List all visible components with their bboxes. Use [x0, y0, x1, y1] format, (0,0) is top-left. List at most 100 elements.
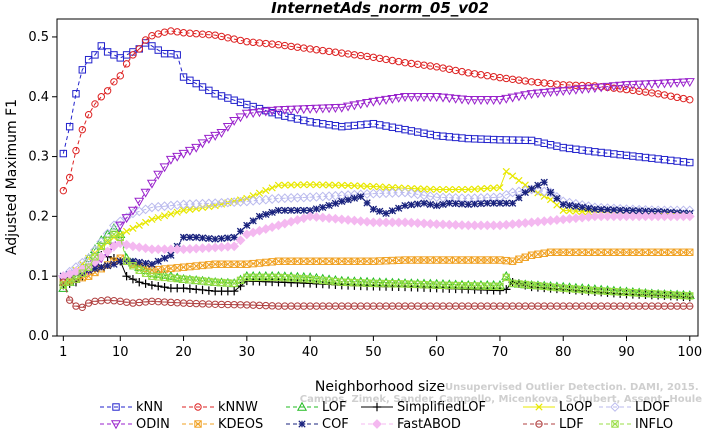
data-point-cof: [515, 194, 523, 202]
data-point-ldf: [648, 302, 656, 310]
data-point-knnw: [72, 146, 80, 155]
data-point-fastabod: [634, 211, 645, 222]
data-point-ldf: [546, 302, 555, 310]
data-point-ldf: [236, 301, 245, 309]
data-point-ldf: [135, 298, 143, 307]
legend-item-fastabod: FastABOD: [361, 417, 461, 432]
data-point-loop: [103, 238, 112, 247]
data-point-knnw: [103, 87, 112, 95]
data-point-ldf: [110, 297, 118, 305]
data-point-knnw: [135, 45, 143, 53]
data-point-fastabod: [482, 220, 493, 231]
data-point-loop: [515, 176, 523, 185]
data-point-cof: [565, 201, 574, 210]
data-point-simplifiedlof: [141, 279, 150, 288]
data-point-ldf: [622, 302, 631, 310]
data-point-fastabod: [134, 242, 145, 253]
legend-swatch-marker: [535, 403, 543, 411]
data-point-cof: [648, 207, 656, 216]
data-point-odin: [539, 88, 550, 98]
data-point-fastabod: [463, 220, 474, 231]
data-point-odin: [317, 104, 328, 114]
data-point-fastabod: [659, 211, 670, 222]
y-axis-label: Adjusted Maximum F1: [4, 99, 20, 255]
legend-swatch-marker: [535, 420, 543, 428]
data-point-loop: [521, 181, 529, 189]
data-point-ldf: [464, 302, 473, 310]
data-point-ldof: [539, 186, 550, 197]
data-point-loop: [559, 206, 567, 215]
data-point-ldf: [445, 302, 454, 310]
data-point-odin: [115, 221, 126, 231]
legend-swatch-marker: [112, 403, 120, 411]
data-point-cof: [167, 251, 175, 259]
data-point-ldf: [331, 302, 340, 310]
data-point-odin: [146, 179, 157, 189]
series-line-loop: [62, 170, 690, 283]
data-point-simplifiedlof: [122, 271, 131, 281]
data-point-loop: [483, 184, 491, 193]
data-point-ldf: [84, 299, 93, 307]
data-point-odin: [406, 93, 417, 102]
data-point-ldf: [160, 298, 169, 306]
data-point-ldf: [565, 302, 574, 310]
data-point-cof: [401, 201, 409, 210]
data-point-cof: [426, 200, 434, 209]
data-point-loop: [268, 184, 276, 192]
legend-label: LOF: [322, 400, 347, 415]
data-point-cof: [103, 262, 112, 270]
data-point-inflo: [72, 275, 80, 283]
data-point-odin: [570, 85, 581, 95]
legend-label: kNNW: [218, 400, 258, 415]
data-point-ldf: [610, 302, 618, 310]
data-point-odin: [362, 99, 373, 108]
data-point-odin: [513, 92, 524, 102]
legend-swatch-marker: [298, 420, 306, 428]
x-tick-label: 60: [428, 345, 445, 360]
x-tick-label: 80: [555, 345, 572, 360]
data-point-cof: [420, 199, 428, 207]
data-point-cof: [179, 233, 188, 241]
data-point-fastabod: [393, 217, 404, 228]
data-point-cof: [477, 199, 485, 208]
data-point-ldf: [407, 302, 416, 310]
data-point-cof: [160, 254, 169, 262]
data-point-cof: [382, 209, 390, 218]
y-tick-label: 0.1: [28, 269, 49, 284]
legend-label: LDOF: [635, 400, 670, 415]
data-point-knn: [97, 42, 105, 50]
legend-item-loop: LoOP: [523, 400, 592, 415]
data-point-odin: [216, 128, 227, 138]
data-point-odin: [330, 104, 341, 113]
data-point-cof: [546, 188, 555, 197]
data-point-ldf: [527, 302, 536, 310]
data-point-odin: [437, 93, 449, 103]
data-point-cof: [369, 205, 378, 213]
data-point-ldf: [496, 302, 504, 310]
data-point-ldf: [141, 298, 150, 306]
data-point-ldf: [508, 302, 517, 310]
data-point-inflo: [84, 263, 93, 271]
data-point-knn: [65, 122, 74, 131]
data-point-odin: [241, 109, 252, 119]
data-point-cof: [597, 205, 605, 214]
legend-swatch-marker: [194, 403, 202, 411]
data-point-cof: [534, 181, 542, 189]
x-tick-label: 10: [112, 345, 129, 360]
data-point-cof: [198, 234, 207, 242]
data-point-ldf: [205, 300, 213, 308]
data-point-odin: [583, 84, 594, 94]
data-point-cof: [338, 197, 346, 206]
data-point-loop: [319, 181, 327, 189]
legend-item-ldf: LDF: [523, 417, 584, 432]
legend-item-knnw: kNNW: [182, 400, 258, 415]
legend-label: LoOP: [559, 400, 592, 415]
data-point-knn: [173, 51, 181, 59]
data-point-ldf: [470, 302, 479, 310]
data-point-ldf: [217, 300, 226, 309]
data-point-ldf: [350, 302, 359, 310]
data-point-ldf: [559, 302, 567, 310]
data-point-odin: [444, 94, 455, 104]
data-point-odin: [507, 93, 518, 103]
